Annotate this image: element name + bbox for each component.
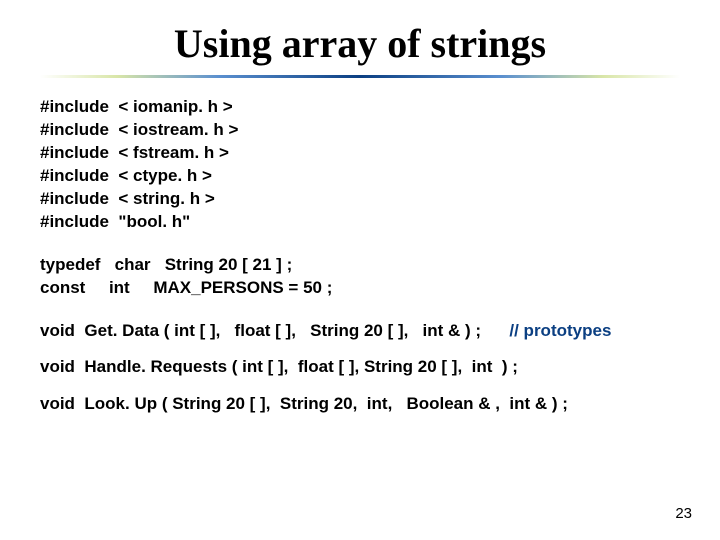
include-line: #include < iostream. h > (40, 119, 700, 142)
slide: Using array of strings #include < iomani… (0, 0, 720, 540)
typedef-line: typedef char String 20 [ 21 ] ; (40, 254, 700, 277)
prototype-line: void Get. Data ( int [ ], float [ ], Str… (40, 320, 700, 343)
slide-title: Using array of strings (0, 0, 720, 75)
include-line: #include "bool. h" (40, 211, 700, 234)
include-line: #include < string. h > (40, 188, 700, 211)
page-number: 23 (675, 505, 692, 522)
prototype-line: void Handle. Requests ( int [ ], float [… (40, 356, 700, 379)
proto-text: void Get. Data ( int [ ], float [ ], Str… (40, 321, 509, 340)
prototype-line: void Look. Up ( String 20 [ ], String 20… (40, 393, 700, 416)
comment-text: // prototypes (509, 321, 611, 340)
include-line: #include < ctype. h > (40, 165, 700, 188)
spacer (40, 234, 700, 254)
content-area: #include < iomanip. h > #include < iostr… (0, 96, 720, 416)
spacer (40, 300, 700, 320)
include-line: #include < fstream. h > (40, 142, 700, 165)
include-line: #include < iomanip. h > (40, 96, 700, 119)
title-divider (40, 75, 680, 78)
typedef-line: const int MAX_PERSONS = 50 ; (40, 277, 700, 300)
